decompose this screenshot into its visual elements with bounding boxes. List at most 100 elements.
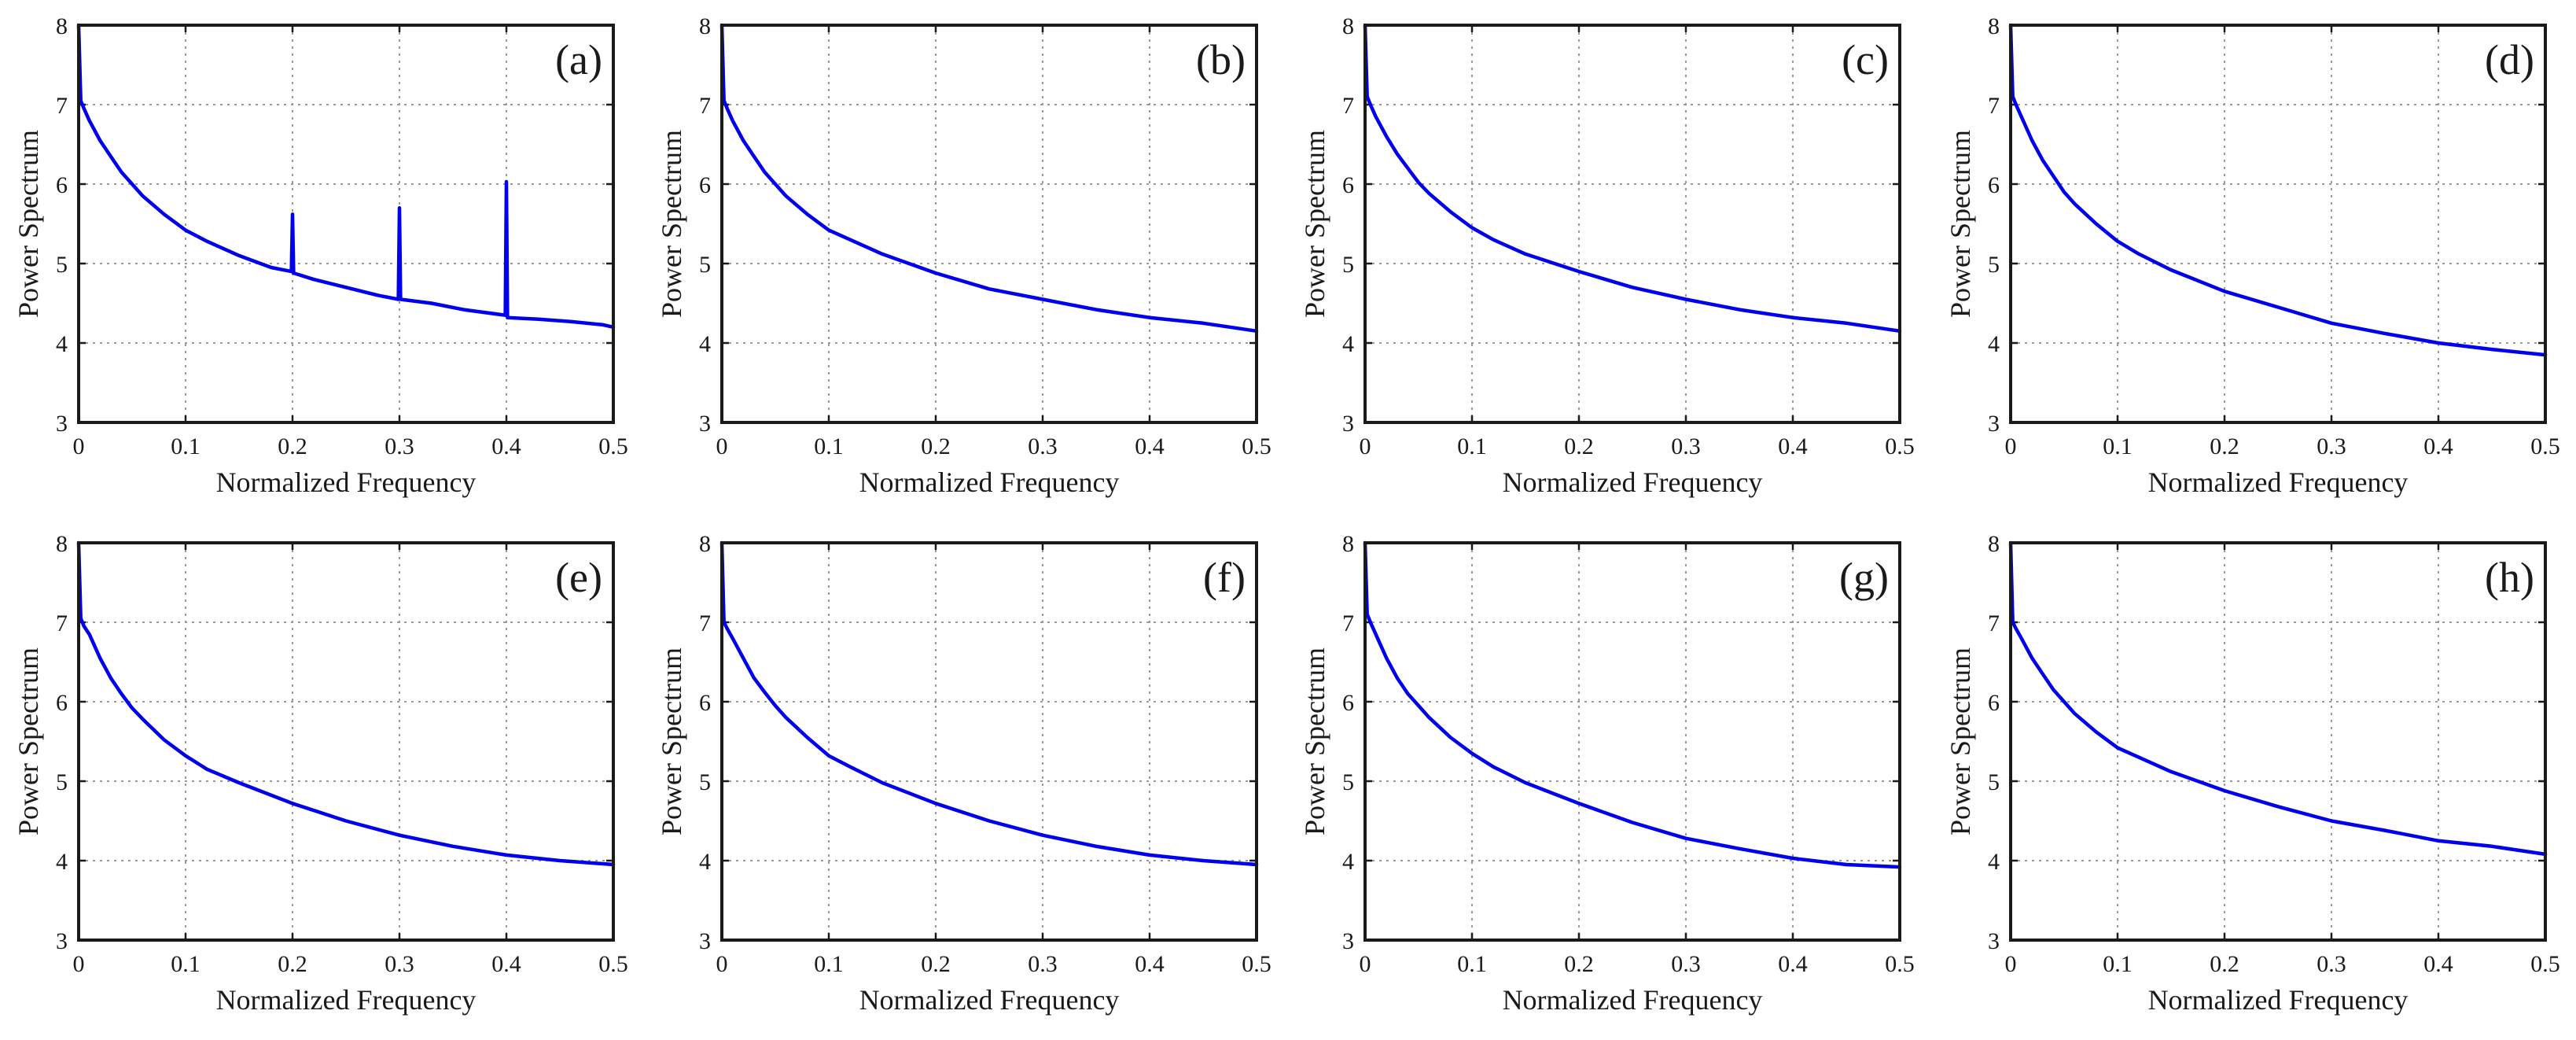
x-tick-label: 0.2 [921,951,951,977]
x-tick-label: 0.2 [2210,951,2239,977]
x-tick-label: 0.4 [491,433,521,459]
y-axis-label: Power Spectrum [656,647,687,835]
x-tick-label: 0 [1360,433,1371,459]
x-tick-label: 0.5 [1242,951,1271,977]
panel-label: (c) [1842,36,1889,83]
spectrum-line-6 [719,540,1259,867]
x-tick-label: 0.5 [598,951,628,977]
plot-frame [2009,24,2547,424]
x-tick-label: 0.5 [598,433,628,459]
y-tick-label: 6 [1988,690,2000,716]
y-tick-label: 4 [699,331,711,357]
panel-label: (g) [1839,554,1889,601]
y-tick-label: 7 [1988,610,2000,636]
y-tick-label: 5 [56,252,68,278]
plot-frame [77,24,615,424]
y-axis-label: Power Spectrum [13,130,44,318]
chart-panel-8: 0 0.1 0.2 0.3 0.4 0.5 3 4 5 6 7 8 Normalized Frequen… [1945,531,2560,1016]
x-tick-label: 0.3 [1028,951,1058,977]
y-tick-label: 7 [699,93,711,119]
x-axis-label: Normalized Frequency [216,984,477,1016]
y-tick-label: 8 [699,13,711,39]
x-tick-label: 0.4 [491,951,521,977]
x-tick-label: 0 [2005,951,2017,977]
x-tick-label: 0.4 [2423,951,2453,977]
x-tick-label: 0.5 [1885,433,1915,459]
chart-panel-1: 0 0.1 0.2 0.3 0.4 0.5 3 4 5 6 7 8 Normalized Frequen… [13,13,628,498]
panel-label: (e) [555,554,602,601]
y-tick-label: 5 [699,769,711,795]
y-tick-label: 3 [699,928,711,954]
x-axis-label: Normalized Frequency [859,467,1120,498]
y-tick-label: 3 [56,928,68,954]
y-tick-label: 4 [699,849,711,875]
spectrum-line-1 [76,23,616,330]
x-tick-label: 0.5 [1242,433,1271,459]
y-tick-label: 3 [1342,928,1354,954]
x-tick-label: 0.3 [385,951,414,977]
chart-panel-5: 0 0.1 0.2 0.3 0.4 0.5 3 4 5 6 7 8 Normalized Frequen… [13,531,628,1016]
y-tick-label: 4 [56,331,68,357]
y-tick-label: 5 [1988,769,2000,795]
x-tick-label: 0.2 [278,433,307,459]
x-tick-label: 0.4 [1778,433,1808,459]
y-tick-label: 4 [1988,331,2000,357]
x-tick-label: 0.5 [2530,433,2560,459]
y-tick-label: 8 [56,531,68,557]
y-tick-label: 5 [1988,252,2000,278]
panel-label: (d) [2485,36,2534,83]
y-tick-label: 6 [56,690,68,716]
x-axis-label: Normalized Frequency [2148,984,2409,1016]
x-tick-label: 0.3 [1671,433,1701,459]
spectrum-line-4 [2008,23,2548,357]
x-tick-label: 0.1 [1457,951,1487,977]
y-tick-label: 5 [56,769,68,795]
y-axis-label: Power Spectrum [1945,130,1976,318]
panel-label: (b) [1196,36,1246,83]
x-tick-label: 0 [716,433,728,459]
x-tick-label: 0.4 [1778,951,1808,977]
y-tick-label: 8 [1988,13,2000,39]
chart-panel-3: 0 0.1 0.2 0.3 0.4 0.5 3 4 5 6 7 8 Normalized Frequen… [1299,13,1915,498]
y-tick-label: 3 [1988,411,2000,437]
chart-panel-6: 0 0.1 0.2 0.3 0.4 0.5 3 4 5 6 7 8 Normalized Frequen… [656,531,1271,1016]
y-axis-label: Power Spectrum [1299,130,1330,318]
x-axis-label: Normalized Frequency [2148,467,2409,498]
x-tick-label: 0.1 [2103,433,2133,459]
y-tick-label: 6 [1988,172,2000,198]
x-axis-label: Normalized Frequency [216,467,477,498]
y-tick-label: 8 [1342,531,1354,557]
y-tick-label: 6 [1342,690,1354,716]
x-tick-label: 0.4 [2423,433,2453,459]
x-tick-label: 0.3 [2317,951,2346,977]
y-axis-label: Power Spectrum [1945,647,1976,835]
x-tick-label: 0.2 [2210,433,2239,459]
y-tick-label: 6 [1342,172,1354,198]
x-axis-label: Normalized Frequency [1503,984,1763,1016]
y-tick-label: 8 [1342,13,1354,39]
plot-frame [720,541,1258,942]
spectrum-line-5 [76,540,616,867]
x-tick-label: 0.2 [921,433,951,459]
y-tick-label: 7 [1342,93,1354,119]
x-tick-label: 0.3 [1028,433,1058,459]
y-tick-label: 8 [1988,531,2000,557]
y-tick-label: 3 [1342,411,1354,437]
x-tick-label: 0.1 [171,951,201,977]
spectrum-line-7 [1363,540,1902,869]
spectrum-line-2 [719,23,1259,334]
panel-label: (a) [555,36,602,83]
chart-panel-4: 0 0.1 0.2 0.3 0.4 0.5 3 4 5 6 7 8 Normalized Frequen… [1945,13,2560,498]
panel-label: (f) [1203,554,1246,601]
chart-panel-2: 0 0.1 0.2 0.3 0.4 0.5 3 4 5 6 7 8 Normalized Frequen… [656,13,1271,498]
x-tick-label: 0.2 [278,951,307,977]
y-tick-label: 5 [1342,769,1354,795]
x-tick-label: 0.4 [1135,433,1165,459]
plot-frame [720,24,1258,424]
y-tick-label: 4 [1342,331,1354,357]
y-tick-label: 7 [56,93,68,119]
y-tick-label: 5 [699,252,711,278]
y-tick-label: 6 [699,690,711,716]
x-tick-label: 0.5 [1885,951,1915,977]
x-tick-label: 0.1 [814,433,844,459]
